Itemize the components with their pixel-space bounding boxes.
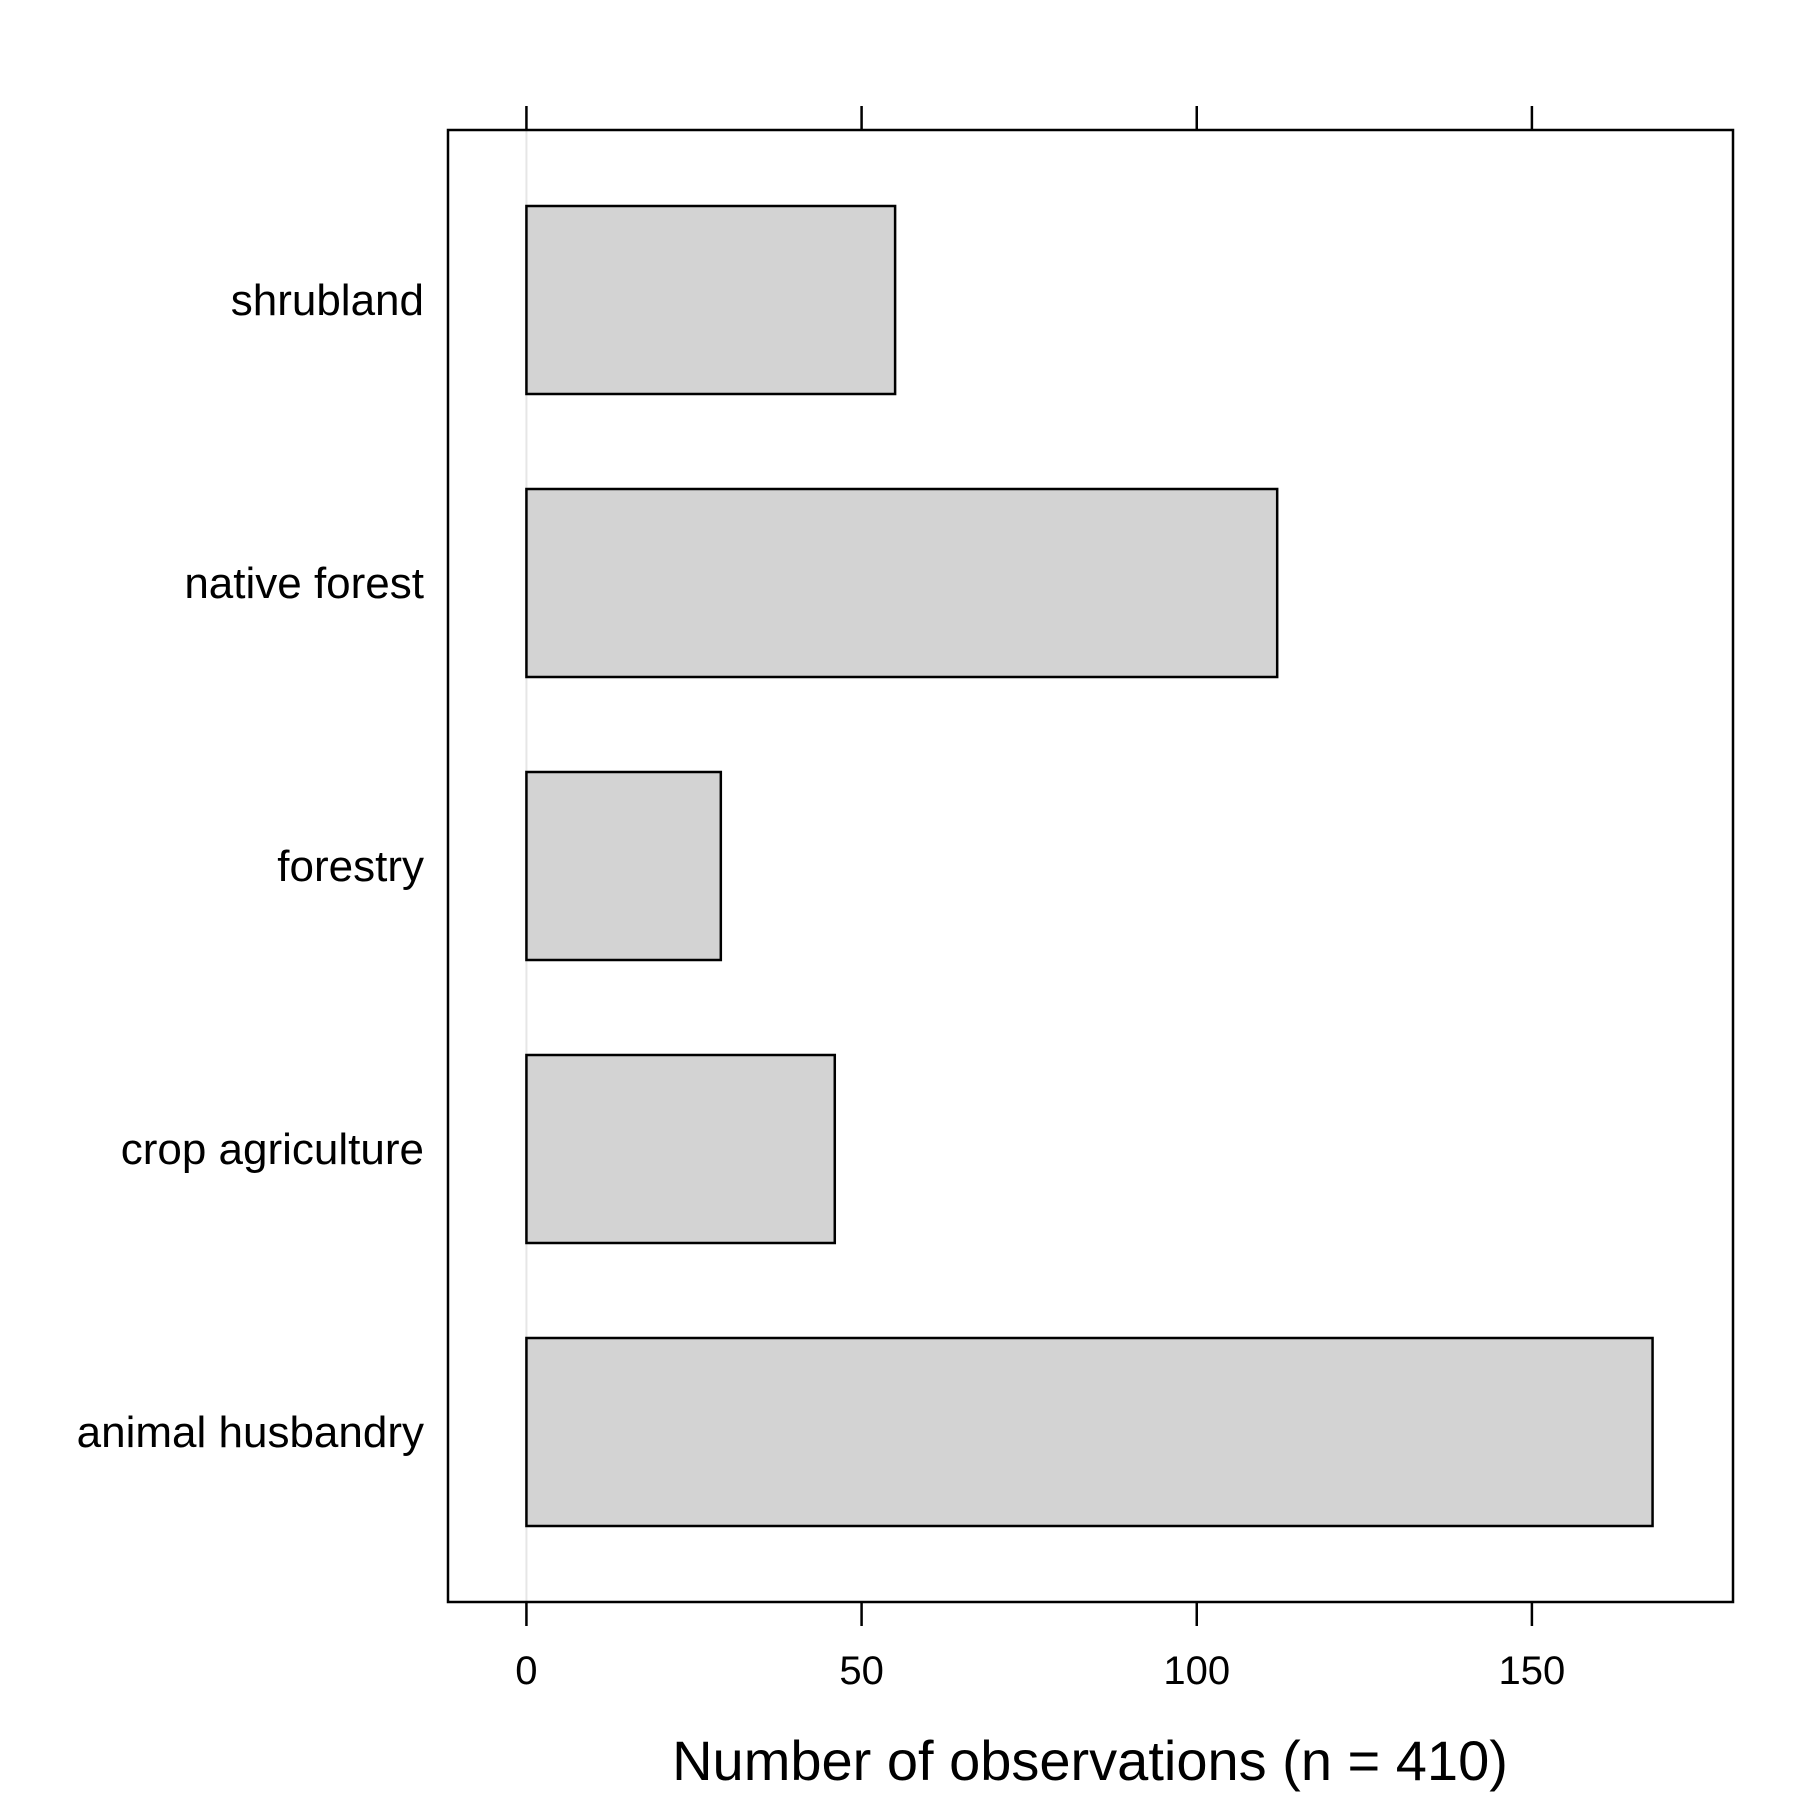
bar-shrubland: [525, 204, 897, 396]
bar-forestry: [525, 770, 723, 962]
x-tick-label-150: 150: [1499, 1649, 1566, 1693]
category-label-animal-husbandry: animal husbandry: [77, 1408, 424, 1457]
category-label-forestry: forestry: [277, 842, 424, 891]
x-tick-label-0: 0: [515, 1649, 537, 1693]
bar-crop-agriculture: [525, 1053, 837, 1245]
category-label-native-forest: native forest: [184, 559, 424, 608]
plot-frame: [446, 128, 1735, 1604]
bar-animal-husbandry: [525, 1336, 1654, 1528]
bar-native-forest: [525, 487, 1279, 679]
x-tick-label-50: 50: [839, 1649, 884, 1693]
category-label-shrubland: shrubland: [231, 276, 424, 325]
category-label-crop-agriculture: crop agriculture: [121, 1125, 424, 1174]
x-tick-label-100: 100: [1163, 1649, 1230, 1693]
x-axis-title: Number of observations (n = 410): [672, 1729, 1508, 1792]
